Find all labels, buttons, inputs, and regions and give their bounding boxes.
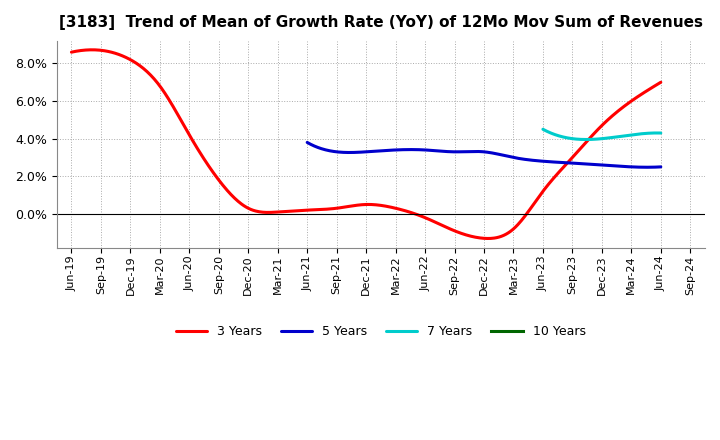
Line: 3 Years: 3 Years xyxy=(71,50,661,238)
7 Years xyxy=(609,135,618,140)
3 Years xyxy=(352,203,361,208)
3 Years xyxy=(484,236,492,241)
7 Years xyxy=(539,127,547,132)
5 Years xyxy=(303,140,312,145)
3 Years xyxy=(387,205,396,210)
Line: 5 Years: 5 Years xyxy=(307,143,661,167)
5 Years xyxy=(657,164,665,169)
7 Years xyxy=(657,130,665,136)
7 Years xyxy=(603,136,611,141)
7 Years xyxy=(654,130,662,136)
5 Years xyxy=(642,165,651,170)
7 Years xyxy=(595,136,604,142)
7 Years xyxy=(582,137,590,142)
3 Years xyxy=(348,203,357,209)
7 Years xyxy=(636,131,644,136)
Title: [3183]  Trend of Mean of Growth Rate (YoY) of 12Mo Mov Sum of Revenues: [3183] Trend of Mean of Growth Rate (YoY… xyxy=(59,15,703,30)
3 Years xyxy=(419,214,428,220)
5 Years xyxy=(471,149,480,154)
7 Years xyxy=(595,136,603,142)
Line: 7 Years: 7 Years xyxy=(543,129,661,139)
5 Years xyxy=(649,165,657,170)
3 Years xyxy=(644,87,653,92)
5 Years xyxy=(473,149,482,154)
5 Years xyxy=(593,162,601,167)
5 Years xyxy=(513,156,522,161)
Legend: 3 Years, 5 Years, 7 Years, 10 Years: 3 Years, 5 Years, 7 Years, 10 Years xyxy=(171,320,590,343)
3 Years xyxy=(87,47,96,52)
3 Years xyxy=(552,172,561,177)
5 Years xyxy=(494,152,503,157)
3 Years xyxy=(67,50,76,55)
3 Years xyxy=(657,80,665,85)
